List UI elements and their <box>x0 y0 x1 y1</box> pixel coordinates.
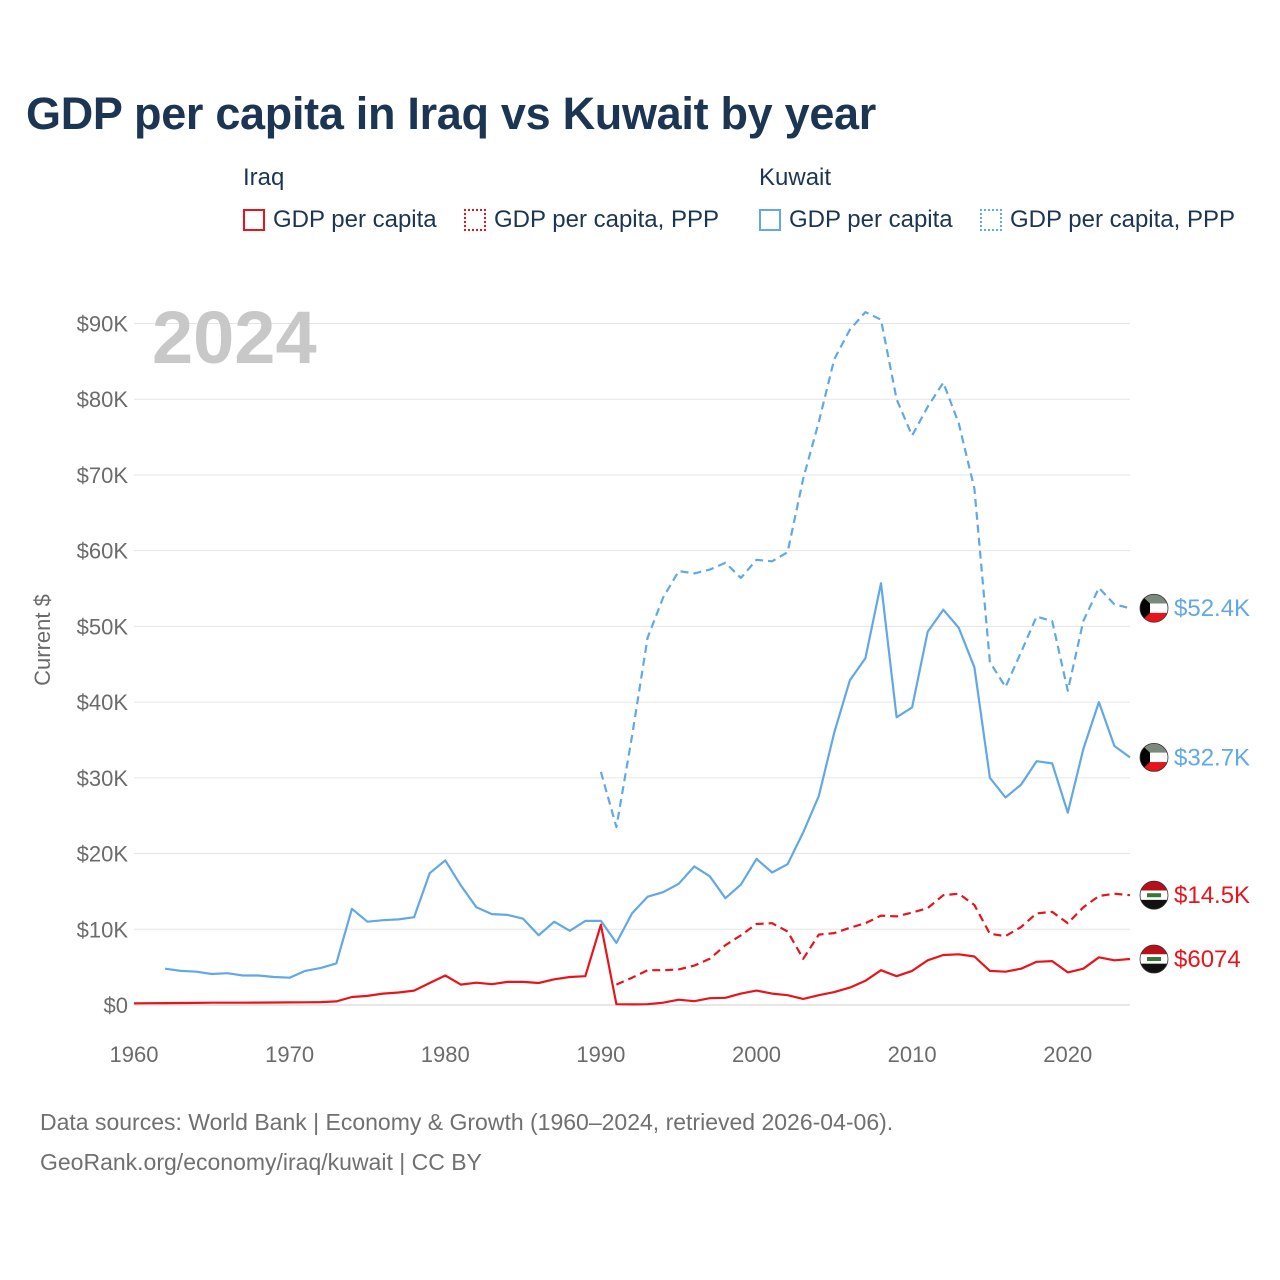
y-axis-label: Current $ <box>30 594 55 686</box>
series-end-label: $52.4K <box>1174 595 1250 622</box>
x-tick-label: 2020 <box>1043 1042 1092 1067</box>
series-line-3 <box>599 311 1131 829</box>
series-end-label: $32.7K <box>1174 744 1250 771</box>
legend-swatch-dotted <box>980 209 1002 231</box>
series-line-1 <box>615 892 1131 986</box>
legend-label: GDP per capita <box>789 206 953 233</box>
legend-swatch-dotted <box>464 209 486 231</box>
series-end-label: $6074 <box>1174 946 1241 973</box>
footer-sources: Data sources: World Bank | Economy & Gro… <box>40 1109 894 1135</box>
y-tick-label: $60K <box>77 539 129 564</box>
y-tick-label: $10K <box>77 917 129 942</box>
gridlines <box>134 323 1130 1006</box>
x-axis-ticks: 1960 1970 1980 1990 2000 2010 2020 <box>110 1042 1093 1067</box>
legend-item-kuwait-gdp[interactable]: GDP per capita <box>759 206 953 234</box>
y-tick-label: $40K <box>77 690 129 715</box>
y-tick-label: $80K <box>77 387 129 412</box>
series-end-label: $14.5K <box>1174 882 1250 909</box>
y-tick-label: $90K <box>77 312 129 337</box>
legend-item-kuwait-gdp-ppp[interactable]: GDP per capita, PPP <box>980 206 1235 234</box>
flag-icon-kuwait <box>1139 593 1169 623</box>
y-tick-label: $20K <box>77 842 129 867</box>
footer-credit[interactable]: GeoRank.org/economy/iraq/kuwait | CC BY <box>40 1149 482 1175</box>
y-tick-label: $30K <box>77 766 129 791</box>
chart-title: GDP per capita in Iraq vs Kuwait by year <box>26 88 876 139</box>
series-line-0 <box>133 923 1131 1006</box>
x-tick-label: 1980 <box>421 1042 470 1067</box>
legend-item-iraq-gdp[interactable]: GDP per capita <box>243 206 437 234</box>
flag-icon-iraq <box>1139 880 1169 910</box>
x-tick-label: 1990 <box>576 1042 625 1067</box>
flag-icon-kuwait <box>1139 742 1169 772</box>
x-tick-label: 2010 <box>888 1042 937 1067</box>
x-tick-label: 1970 <box>265 1042 314 1067</box>
y-tick-label: $70K <box>77 463 129 488</box>
y-axis-ticks: $0 $10K $20K $30K $40K $50K $60K $70K $80K $90K <box>77 312 129 1019</box>
x-tick-label: 1960 <box>110 1042 159 1067</box>
y-tick-label: $50K <box>77 614 129 639</box>
legend-group-kuwait: Kuwait <box>759 164 832 191</box>
legend-label: GDP per capita, PPP <box>494 206 719 233</box>
legend-label: GDP per capita, PPP <box>1010 206 1235 233</box>
series-line-2 <box>164 582 1131 979</box>
y-tick-label: $0 <box>104 993 128 1018</box>
legend-swatch-solid <box>243 209 265 231</box>
series-lines <box>133 311 1131 1006</box>
series-end-markers: $6074 $14.5K $32.7K $52.4K <box>1139 593 1250 974</box>
x-tick-label: 2000 <box>732 1042 781 1067</box>
legend-label: GDP per capita <box>273 206 437 233</box>
year-watermark: 2024 <box>152 296 317 379</box>
legend-swatch-solid <box>759 209 781 231</box>
legend-group-iraq: Iraq <box>243 164 285 191</box>
flag-icon-iraq <box>1139 944 1169 974</box>
legend-item-iraq-gdp-ppp[interactable]: GDP per capita, PPP <box>464 206 719 234</box>
